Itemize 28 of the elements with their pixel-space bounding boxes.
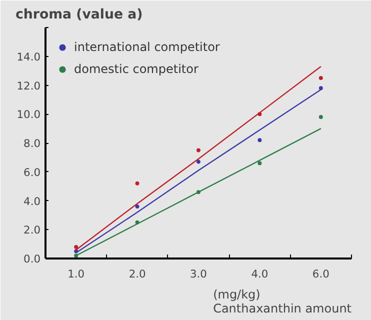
y-tick-label: 8.0 xyxy=(24,137,41,150)
point xyxy=(258,138,262,142)
x-tick-label: 4.0 xyxy=(251,268,268,280)
point xyxy=(318,115,323,120)
x-tick-label: 1.0 xyxy=(68,268,85,280)
chart-title: chroma (value a) xyxy=(16,8,143,22)
point xyxy=(74,254,78,258)
y-tick-label: 6.0 xyxy=(24,166,41,179)
legend-label: international competitor xyxy=(74,40,220,54)
point xyxy=(196,148,200,152)
y-tick-label: 4.0 xyxy=(24,194,41,208)
point xyxy=(196,160,200,164)
x-tick-label: 3.0 xyxy=(190,268,208,280)
x-tick-label: 2.0 xyxy=(128,268,146,280)
legend-label: domestic competitor xyxy=(74,62,198,76)
point xyxy=(258,161,262,166)
point xyxy=(135,181,140,186)
point xyxy=(318,76,323,80)
x-tick-label: 6.0 xyxy=(312,268,330,280)
y-tick-label: 10.0 xyxy=(16,108,41,122)
y-tick-label: 14.0 xyxy=(16,50,41,64)
point xyxy=(135,204,140,209)
point xyxy=(74,244,78,249)
point xyxy=(318,86,323,90)
y-tick-label: 2.0 xyxy=(24,224,41,237)
y-tick-label: 0.0 xyxy=(24,252,41,266)
x-axis-title: (mg/kg) Canthaxanthin amount xyxy=(213,288,352,316)
y-tick-label: 12.0 xyxy=(16,79,41,92)
